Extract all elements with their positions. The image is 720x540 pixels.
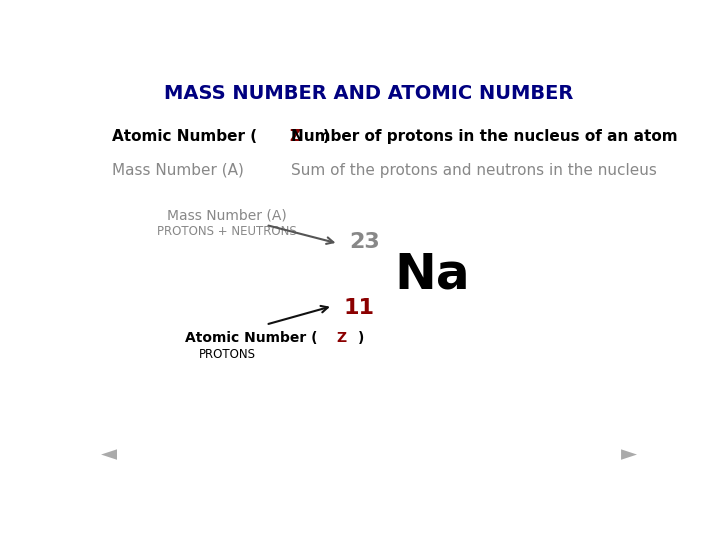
Text: Z: Z — [336, 331, 346, 345]
Text: Mass Number (A): Mass Number (A) — [167, 208, 287, 222]
Text: PROTONS + NEUTRONS: PROTONS + NEUTRONS — [157, 225, 297, 238]
Text: ◄: ◄ — [101, 444, 117, 464]
Text: ): ) — [323, 129, 330, 144]
Text: 11: 11 — [344, 298, 375, 318]
Text: PROTONS: PROTONS — [199, 348, 256, 361]
Text: Number of protons in the nucleus of an atom: Number of protons in the nucleus of an a… — [291, 129, 678, 144]
Text: Atomic Number (: Atomic Number ( — [112, 129, 258, 144]
Text: MASS NUMBER AND ATOMIC NUMBER: MASS NUMBER AND ATOMIC NUMBER — [164, 84, 574, 103]
Text: Mass Number (A): Mass Number (A) — [112, 163, 244, 178]
Text: Z: Z — [289, 129, 300, 144]
Text: ): ) — [359, 331, 364, 345]
Text: Na: Na — [394, 251, 469, 299]
Text: Sum of the protons and neutrons in the nucleus: Sum of the protons and neutrons in the n… — [291, 163, 657, 178]
Text: Atomic Number (: Atomic Number ( — [185, 331, 318, 345]
Text: 23: 23 — [349, 232, 380, 252]
Text: ►: ► — [621, 444, 637, 464]
